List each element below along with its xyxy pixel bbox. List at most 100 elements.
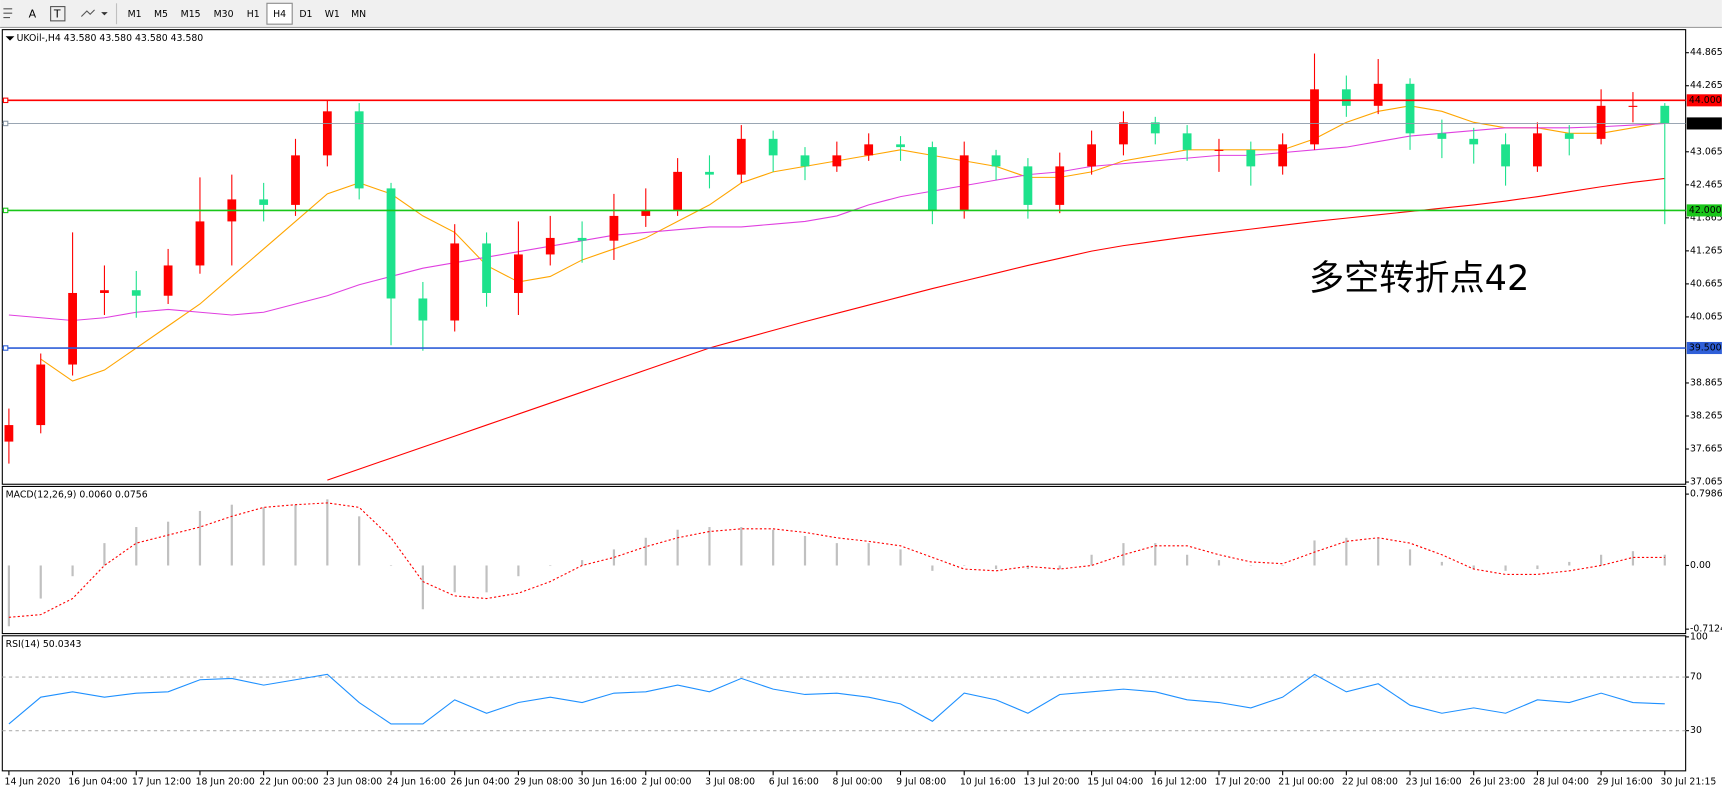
moving-average (40, 105, 1665, 382)
price-level-handle[interactable] (2, 120, 9, 127)
y-tick-label: 70 (1690, 672, 1702, 683)
timeframe-button[interactable] (122, 3, 148, 25)
candle-body (322, 111, 332, 156)
panel-title: UKOil-,H4 43.580 43.580 43.580 43.580 (17, 33, 204, 44)
candle-body (1055, 166, 1065, 205)
label-tool-box[interactable] (50, 6, 66, 22)
macd-bar (1154, 543, 1157, 566)
x-tick-label: 15 Jul 04:00 (1087, 776, 1143, 787)
x-tick-label: 9 Jul 08:00 (896, 776, 946, 787)
y-tick-label: 38.265 (1690, 410, 1722, 421)
timeframe-button[interactable] (207, 3, 240, 25)
macd-bar (708, 527, 711, 566)
moving-average (327, 177, 1665, 481)
macd-bar (1186, 554, 1189, 566)
text-tool[interactable]: A (29, 7, 37, 20)
timeframe-label[interactable]: D1 (299, 9, 312, 20)
symbol-menu-arrow[interactable] (5, 36, 15, 41)
y-tick-label: 42.465 (1690, 179, 1722, 190)
timeframe-button[interactable] (240, 3, 266, 25)
candle-body (1501, 144, 1510, 167)
toolbar-icons: A T (3, 3, 118, 25)
macd-bar (1345, 537, 1348, 566)
price-level-label: 42.000 (1689, 205, 1722, 216)
x-tick-label: 26 Jun 04:00 (450, 776, 509, 787)
macd-bar (1122, 543, 1125, 566)
dropdown-arrow[interactable] (101, 12, 108, 16)
candle-body (609, 215, 619, 241)
candle-body (4, 425, 14, 442)
price-level-handle[interactable] (2, 97, 9, 104)
y-tick-label: 37.665 (1690, 444, 1722, 455)
macd-bar (1408, 549, 1412, 566)
candle-body (1087, 144, 1096, 167)
x-tick-label: 29 Jul 16:00 (1597, 776, 1653, 787)
timeframe-label[interactable]: H4 (273, 9, 286, 20)
macd-bar (1281, 565, 1284, 567)
timeframe-button[interactable] (319, 3, 345, 25)
y-tick-label: 30 (1690, 725, 1702, 736)
macd-bar (71, 565, 74, 577)
price-level-tag (1686, 94, 1722, 107)
candle-body (1405, 83, 1415, 134)
price-level-label: 43.580 (1689, 118, 1722, 129)
timeframe-label[interactable]: M15 (181, 9, 201, 20)
candle-body (418, 298, 428, 321)
price-level-handle[interactable] (2, 345, 9, 351)
macd-bar (1536, 565, 1539, 570)
menu-icon (3, 8, 13, 19)
macd-bar (867, 543, 870, 566)
timeframe-button[interactable] (266, 2, 293, 25)
candle-body (100, 290, 109, 293)
macd-bar (740, 527, 743, 566)
candle-body (482, 243, 491, 293)
annotation: 多空转折点42 (1309, 258, 1529, 299)
timeframe-button[interactable] (293, 3, 319, 25)
macd-bar (1568, 561, 1571, 566)
moving-average (8, 122, 1665, 322)
y-tick-label: 38.865 (1690, 377, 1722, 388)
x-tick-label: 8 Jul 00:00 (832, 776, 882, 787)
timeframe-label[interactable]: M5 (154, 9, 168, 20)
timeframe-button[interactable] (174, 3, 207, 25)
x-tick-label: 3 Jul 08:00 (705, 776, 755, 787)
objects-tool[interactable] (80, 9, 95, 17)
candle-body (1373, 83, 1383, 106)
price-level-handle[interactable] (2, 207, 9, 214)
candle-body (1437, 133, 1447, 139)
candle-body (577, 237, 587, 241)
y-tick-label: 37.065 (1690, 477, 1722, 488)
price-level-tag (1686, 341, 1722, 355)
x-tick-label: 16 Jul 12:00 (1151, 776, 1207, 787)
x-tick-label: 29 Jun 08:00 (514, 776, 573, 787)
candle-body (1023, 166, 1033, 205)
timeframe-label[interactable]: H1 (247, 9, 260, 20)
macd-bar (389, 565, 393, 567)
candle-body (1564, 133, 1574, 139)
macd-bar (1599, 554, 1603, 566)
x-tick-label: 14 Jun 2020 (5, 776, 61, 787)
y-tick-label: 40.665 (1690, 278, 1722, 289)
x-tick-label: 13 Jul 20:00 (1024, 776, 1080, 787)
timeframe-button[interactable] (148, 3, 174, 25)
x-tick-label: 23 Jun 08:00 (323, 776, 382, 787)
timeframe-label[interactable]: M1 (128, 9, 142, 20)
timeframe-label[interactable]: MN (351, 9, 366, 20)
y-tick-label: 100 (1690, 631, 1708, 642)
candle-body (386, 188, 396, 299)
candle-body (163, 265, 173, 296)
macd-bar (1631, 551, 1635, 566)
macd-bar (517, 565, 520, 577)
x-tick-label: 6 Jul 16:00 (769, 776, 819, 787)
candle-body (1214, 149, 1224, 151)
macd-bar (198, 510, 202, 566)
label-tool[interactable]: T (53, 7, 61, 20)
candle-body (736, 138, 746, 175)
timeframe-button[interactable] (346, 3, 372, 25)
price-level-tag (1686, 204, 1722, 217)
timeframe-label[interactable]: M30 (214, 9, 234, 20)
candle-body (768, 138, 778, 156)
x-tick-label: 22 Jul 08:00 (1342, 776, 1398, 787)
timeframe-label[interactable]: W1 (325, 9, 340, 20)
